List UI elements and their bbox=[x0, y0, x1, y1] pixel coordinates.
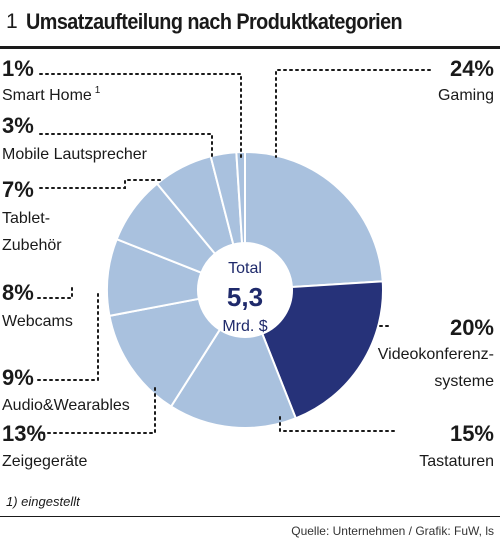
category-label-1-line1: systeme bbox=[434, 373, 494, 390]
category-label-0: Gaming bbox=[438, 87, 494, 104]
pct-label-8: 1% bbox=[2, 56, 34, 81]
slice-8 bbox=[235, 150, 246, 245]
category-label-6-line1: Zubehör bbox=[2, 237, 62, 254]
leader-line-6 bbox=[39, 179, 161, 189]
chart-number: 1 bbox=[6, 10, 18, 33]
slice-2 bbox=[169, 328, 298, 429]
slice-1 bbox=[261, 280, 384, 420]
chart-title-row: 1 Umsatzaufteilung nach Produktkategorie… bbox=[6, 4, 444, 40]
slice-0 bbox=[244, 150, 384, 289]
donut-chart: 24% Gaming 20% Videokonferenz-systeme 15% Tas… bbox=[2, 56, 494, 470]
pct-label-3: 13% bbox=[2, 421, 46, 446]
center-total-label: Total bbox=[228, 260, 262, 277]
pct-label-0: 24% bbox=[450, 56, 494, 81]
source-credit: Quelle: Unternehmen / Grafik: FuW, ls bbox=[291, 524, 494, 538]
leader-line-5 bbox=[37, 287, 73, 299]
leader-line-4 bbox=[37, 291, 99, 381]
leader-line-7 bbox=[39, 133, 213, 159]
top-divider bbox=[0, 46, 500, 49]
footnote-mark: 1 bbox=[95, 85, 101, 96]
category-labels: 24% Gaming 20% Videokonferenz-systeme 15% Tas… bbox=[2, 56, 494, 470]
bottom-divider bbox=[0, 516, 500, 517]
category-label-7: Mobile Lautsprecher bbox=[2, 146, 148, 163]
donut-slices bbox=[106, 150, 384, 429]
category-label-4: Audio&Wearables bbox=[2, 397, 130, 414]
category-label-6-line0: Tablet- bbox=[2, 210, 50, 227]
category-label-8: Smart Home 1 bbox=[2, 85, 101, 104]
center-total-unit: Mrd. $ bbox=[222, 318, 267, 335]
chart-title: Umsatzaufteilung nach Produktkategorien bbox=[25, 9, 403, 34]
pct-label-5: 8% bbox=[2, 280, 34, 305]
category-label-1-line0: Videokonferenz- bbox=[378, 346, 494, 363]
category-label-5: Webcams bbox=[2, 313, 73, 330]
pct-label-1: 20% bbox=[450, 315, 494, 340]
center-total-value: 5,3 bbox=[227, 282, 263, 312]
pct-label-6: 7% bbox=[2, 177, 34, 202]
pct-label-4: 9% bbox=[2, 365, 34, 390]
category-label-2: Tastaturen bbox=[419, 453, 494, 470]
leader-line-3 bbox=[41, 383, 156, 434]
pct-label-7: 3% bbox=[2, 113, 34, 138]
footnote: 1) eingestellt bbox=[6, 494, 80, 509]
leader-line-2 bbox=[279, 414, 395, 432]
slice-3 bbox=[108, 297, 222, 408]
pct-label-2: 15% bbox=[450, 421, 494, 446]
leader-line-0 bbox=[275, 69, 431, 158]
leader-line-8 bbox=[39, 73, 242, 158]
category-label-3: Zeigegeräte bbox=[2, 453, 87, 470]
donut-center: Total 5,3 Mrd. $ bbox=[222, 260, 267, 335]
leader-lines bbox=[37, 69, 431, 434]
